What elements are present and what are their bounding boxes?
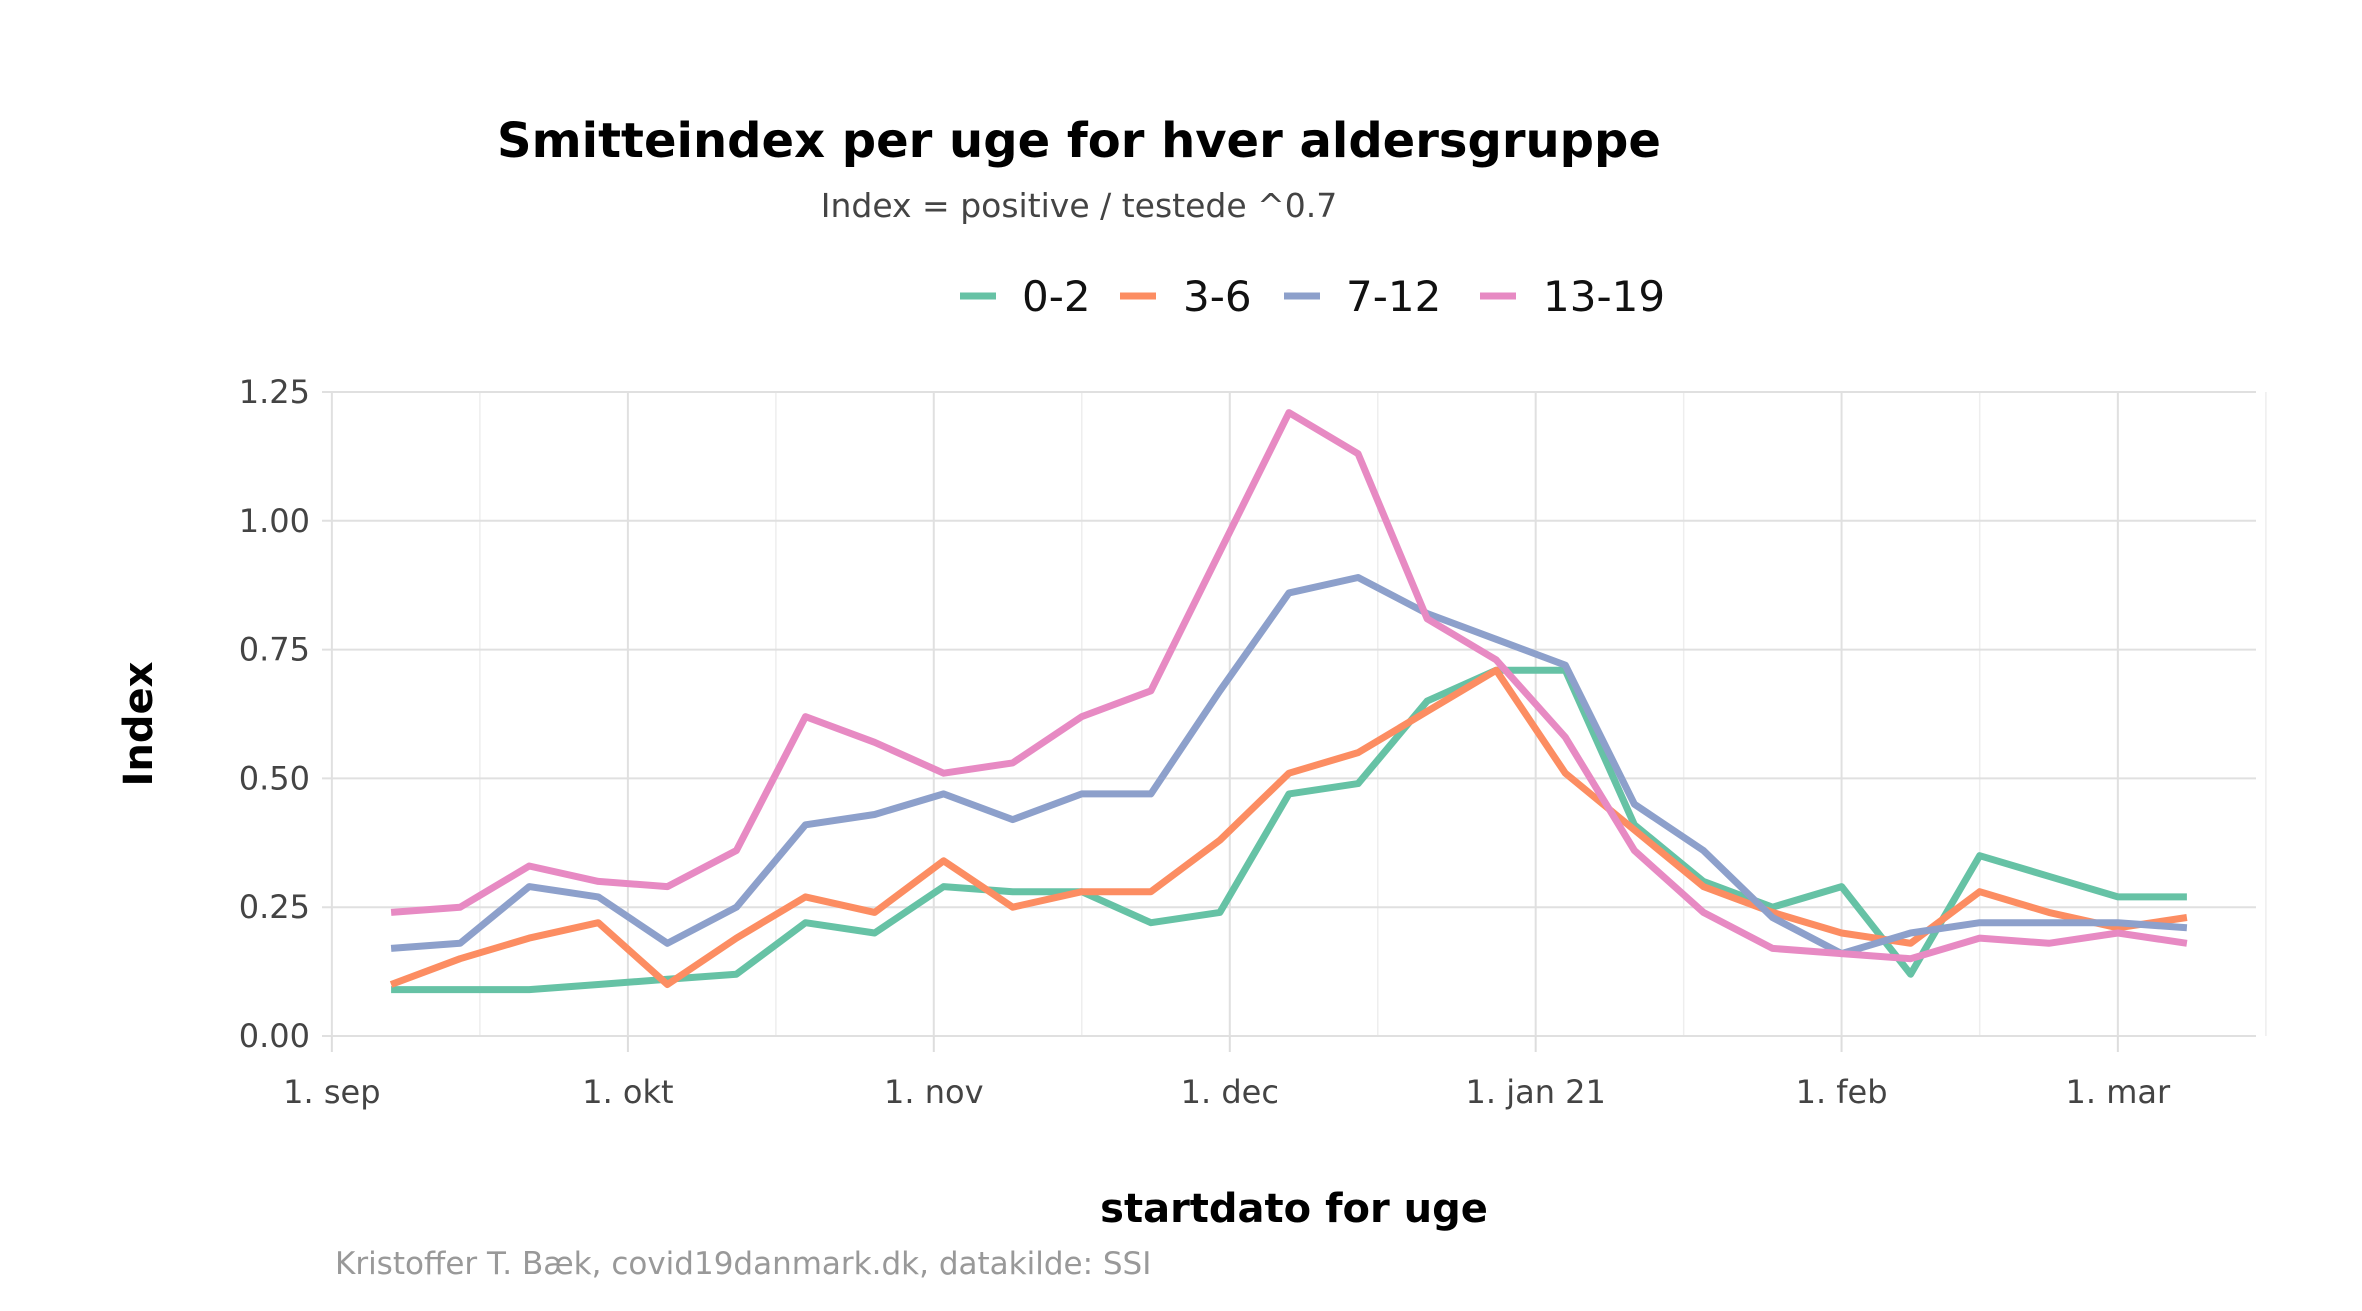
- y-tick-label: 0.25: [239, 888, 310, 926]
- chart-subtitle: Index = positive / testede ^0.7: [821, 186, 1338, 225]
- x-tick-label: 1. nov: [884, 1073, 984, 1111]
- grid: [322, 391, 2267, 1037]
- series-lines: [389, 409, 2188, 994]
- x-tick-label: 1. dec: [1181, 1073, 1279, 1111]
- x-tick-label: 1. jan 21: [1465, 1073, 1605, 1111]
- x-tick-label: 1. feb: [1796, 1073, 1888, 1111]
- y-tick-label: 0.00: [239, 1017, 310, 1055]
- legend-label-3-6: 3-6: [1183, 272, 1252, 321]
- series-line-7-12: [390, 574, 2188, 958]
- x-tick-label: 1. sep: [283, 1073, 380, 1111]
- y-tick-label: 0.75: [239, 631, 310, 669]
- y-tick-label: 1.00: [239, 502, 310, 540]
- chart-title: Smitteindex per uge for hver aldersgrupp…: [497, 113, 1661, 169]
- caption: Kristoffer T. Bæk, covid19danmark.dk, da…: [335, 1246, 1151, 1282]
- legend-label-7-12: 7-12: [1346, 272, 1441, 321]
- legend-label-0-2: 0-2: [1022, 272, 1091, 321]
- y-axis-title: Index: [116, 661, 162, 786]
- y-axis: 0.00 0.25 0.50 0.75 1.00 1.25: [239, 373, 310, 1055]
- series-line-0-2: [391, 666, 2187, 994]
- legend-label-13-19: 13-19: [1543, 272, 1665, 321]
- y-tick-label: 1.25: [239, 373, 310, 411]
- x-axis: 1. sep 1. okt 1. nov 1. dec 1. jan 21 1. feb 1…: [283, 1036, 2171, 1111]
- series-line-13-19: [390, 409, 2188, 963]
- legend: 0-2 3-6 7-12 13-19: [960, 272, 1665, 321]
- x-tick-label: 1. mar: [2066, 1073, 2171, 1111]
- y-tick-label: 0.50: [239, 759, 310, 797]
- x-tick-label: 1. okt: [582, 1073, 673, 1111]
- x-axis-title: startdato for uge: [1100, 1186, 1488, 1232]
